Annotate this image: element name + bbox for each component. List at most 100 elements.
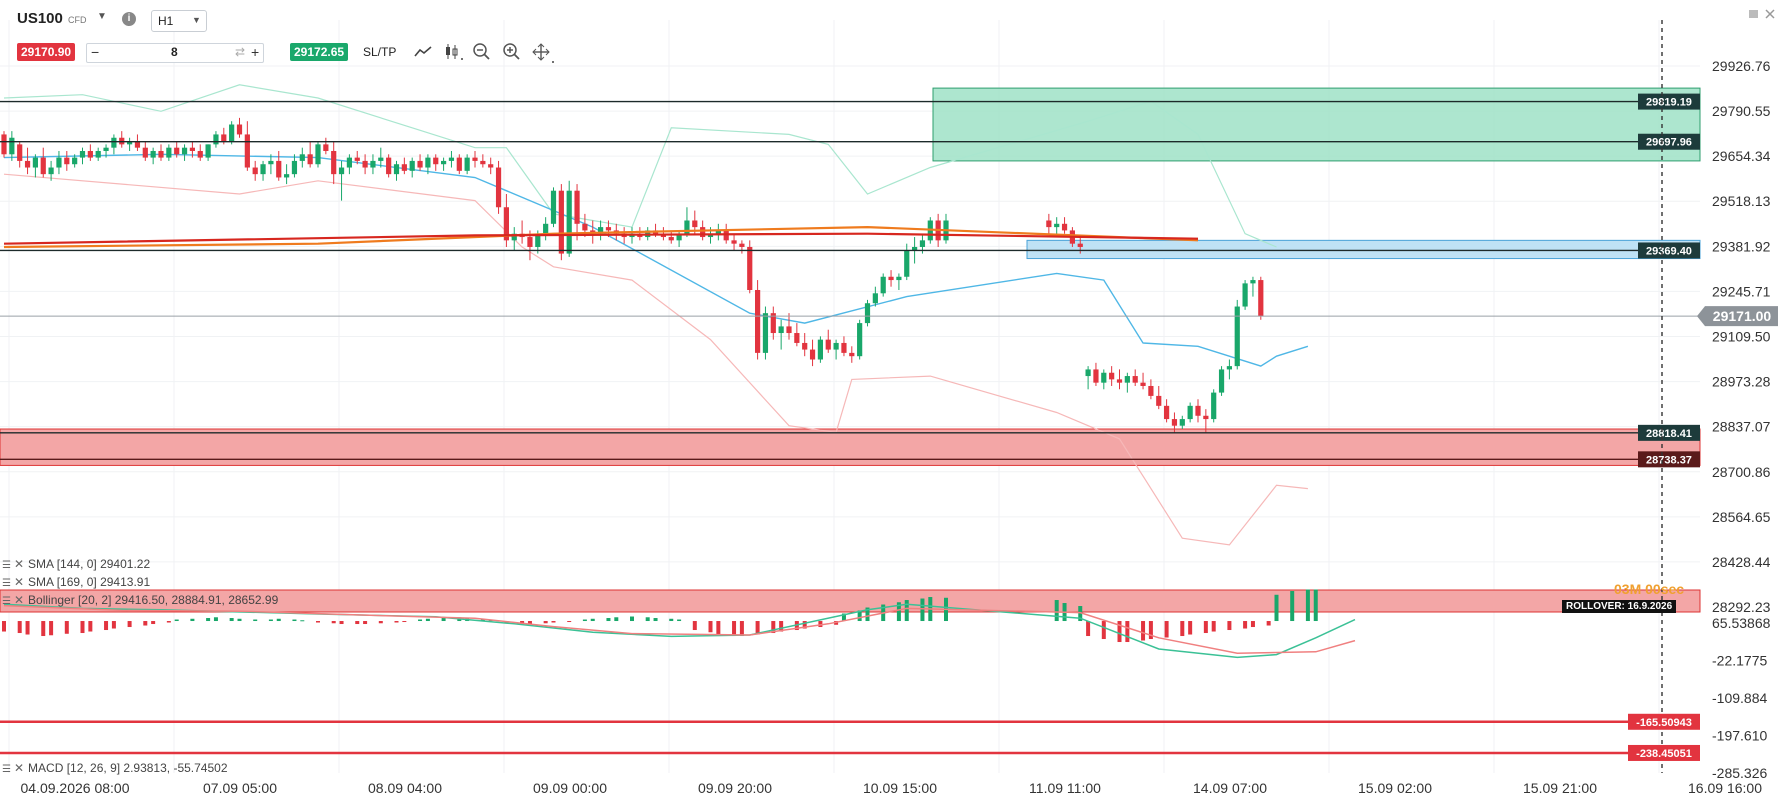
list-icon[interactable]: ☰ bbox=[2, 578, 11, 589]
macd-axis-label: -197.610 bbox=[1712, 728, 1767, 744]
quantity-minus-button[interactable]: − bbox=[91, 44, 100, 60]
move-icon[interactable] bbox=[531, 42, 555, 64]
level-label-bg bbox=[1638, 242, 1700, 259]
timeframe-select[interactable]: H1 ▼ bbox=[151, 10, 207, 32]
candle-body bbox=[252, 167, 258, 175]
indicator-legend-macd[interactable]: ☰ ✕ MACD [12, 26, 9] 2.93813, -55.74502 bbox=[2, 761, 228, 775]
price-axis-label: 29381.92 bbox=[1712, 238, 1771, 254]
symbol-type: CFD bbox=[68, 15, 87, 25]
macd-histogram-bar bbox=[779, 621, 784, 632]
macd-histogram-bar bbox=[543, 621, 548, 624]
zoom-in-icon[interactable] bbox=[502, 42, 522, 62]
remove-icon[interactable]: ✕ bbox=[13, 575, 25, 589]
symbol-name[interactable]: US100 bbox=[17, 10, 63, 27]
macd-histogram-bar bbox=[692, 621, 697, 631]
sma144-line bbox=[3, 232, 1199, 245]
macd-histogram-bar bbox=[582, 619, 587, 622]
candle-body bbox=[1250, 280, 1256, 284]
candle-body bbox=[244, 134, 250, 168]
macd-histogram-bar bbox=[1203, 621, 1208, 634]
macd-axis-label: -109.884 bbox=[1712, 690, 1767, 706]
zones bbox=[0, 87, 1701, 613]
candle-body bbox=[464, 157, 470, 171]
remove-icon[interactable]: ✕ bbox=[13, 593, 25, 607]
remove-icon[interactable]: ✕ bbox=[13, 761, 25, 775]
current-price-badge bbox=[1697, 306, 1778, 327]
candle-body bbox=[291, 160, 298, 175]
quantity-value[interactable]: 8 bbox=[171, 45, 178, 59]
sell-price-button[interactable]: 29170.90 bbox=[17, 43, 76, 61]
indicator-legend-sma169[interactable]: ☰ ✕ SMA [169, 0] 29413.91 bbox=[2, 575, 150, 589]
window-icon[interactable] bbox=[1748, 8, 1760, 20]
candle-body bbox=[880, 276, 886, 294]
buy-price-button[interactable]: 29172.65 bbox=[290, 43, 349, 61]
candle-body bbox=[331, 150, 337, 175]
dropdown-caret-icon[interactable]: ▼ bbox=[97, 11, 107, 22]
macd-histogram-bar bbox=[316, 621, 320, 623]
macd-histogram-bar bbox=[1313, 589, 1318, 622]
candle-body bbox=[393, 164, 400, 175]
candle-body bbox=[1148, 385, 1154, 396]
indicator-legend-sma144[interactable]: ☰ ✕ SMA [144, 0] 29401.22 bbox=[2, 557, 150, 571]
time-axis-label: 10.09 15:00 bbox=[863, 780, 937, 796]
candle-body bbox=[425, 157, 431, 168]
macd-histogram-bar bbox=[1054, 600, 1059, 622]
resistance-zone bbox=[1026, 239, 1701, 260]
list-icon[interactable]: ☰ bbox=[2, 560, 11, 571]
candle-body bbox=[456, 157, 462, 171]
sltp-button[interactable]: SL/TP bbox=[363, 45, 397, 59]
line-chart-icon[interactable] bbox=[413, 44, 433, 60]
candle-body bbox=[739, 243, 745, 247]
candle-body bbox=[362, 160, 368, 168]
quantity-plus-button[interactable]: + bbox=[251, 44, 260, 60]
candle-body bbox=[1164, 405, 1170, 420]
candle-body bbox=[338, 167, 345, 175]
candle-body bbox=[511, 233, 517, 241]
remove-icon[interactable]: ✕ bbox=[13, 557, 25, 571]
candle-body bbox=[24, 160, 31, 168]
level-label-bg bbox=[1638, 451, 1700, 468]
macd-histogram-bar bbox=[1125, 621, 1130, 643]
macd-histogram-bar bbox=[1290, 591, 1295, 622]
swap-icon[interactable]: ⇄ bbox=[235, 45, 246, 59]
candle-body bbox=[181, 147, 188, 155]
macd-histogram-bar bbox=[1164, 621, 1169, 638]
candle-body bbox=[9, 137, 15, 155]
candle-body bbox=[1140, 382, 1146, 386]
macd-histogram-bar bbox=[276, 618, 281, 622]
candle-body bbox=[448, 157, 455, 161]
macd-histogram-bar bbox=[49, 621, 54, 636]
zoom-out-icon[interactable] bbox=[472, 42, 492, 62]
candle-body bbox=[888, 276, 894, 281]
info-icon[interactable]: i bbox=[122, 12, 136, 26]
candle-body bbox=[684, 220, 690, 234]
macd-histogram-bar bbox=[567, 621, 572, 623]
level-label: 28818.41 bbox=[1646, 428, 1692, 440]
candle-body bbox=[495, 167, 502, 208]
macd-histogram-bar bbox=[166, 621, 171, 623]
candle-body bbox=[166, 147, 172, 158]
macd-histogram-bar bbox=[865, 607, 870, 622]
level-label-bg bbox=[1638, 424, 1700, 441]
candle-body bbox=[370, 160, 376, 168]
candle-body bbox=[401, 164, 407, 171]
candle-body bbox=[1116, 379, 1123, 383]
candle-body bbox=[205, 144, 211, 158]
candle-body bbox=[56, 157, 62, 168]
candle-body bbox=[550, 190, 557, 224]
list-icon[interactable]: ☰ bbox=[2, 596, 11, 607]
level-label: 29369.40 bbox=[1646, 245, 1692, 257]
candle-body bbox=[676, 233, 682, 241]
macd-histogram-bar bbox=[1141, 621, 1146, 641]
candle-body bbox=[1156, 395, 1162, 406]
quantity-stepper[interactable]: − 8 ⇄ + bbox=[86, 43, 264, 63]
candle-body bbox=[236, 124, 243, 135]
close-icon[interactable] bbox=[1764, 8, 1776, 20]
candles-icon[interactable] bbox=[443, 42, 465, 62]
candle-body bbox=[441, 160, 447, 165]
price-axis-label: 28700.86 bbox=[1712, 464, 1771, 480]
indicator-legend-bollinger[interactable]: ☰ ✕ Bollinger [20, 2] 29416.50, 28884.91, … bbox=[2, 593, 278, 607]
macd-histogram-bar bbox=[64, 621, 69, 634]
list-icon[interactable]: ☰ bbox=[2, 764, 11, 775]
